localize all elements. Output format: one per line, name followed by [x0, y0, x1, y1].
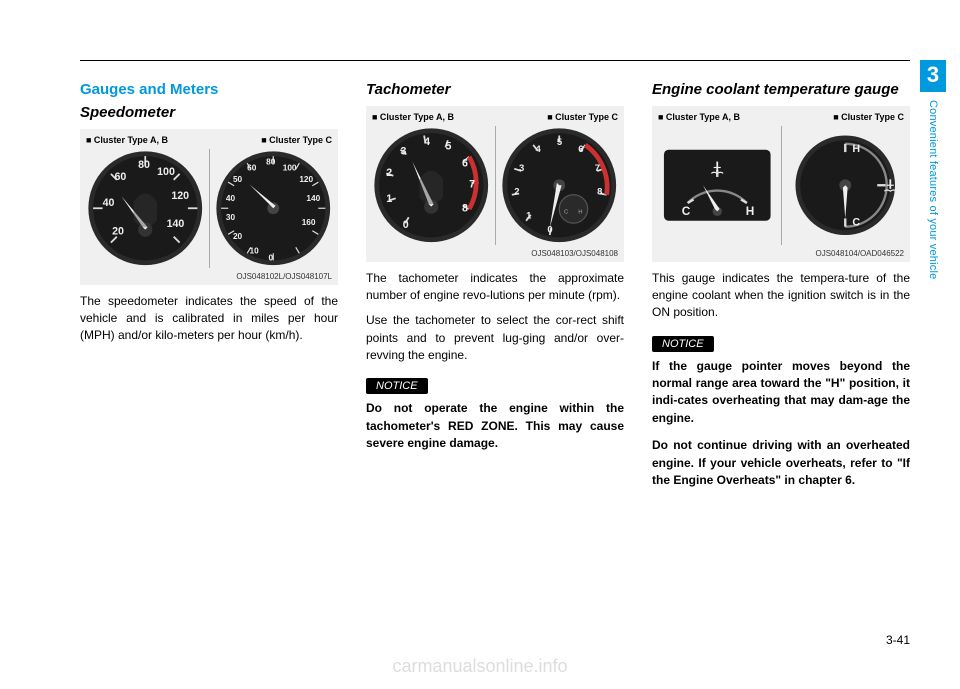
svg-text:30: 30 — [225, 212, 235, 222]
watermark: carmanualsonline.info — [0, 656, 960, 677]
svg-text:6: 6 — [462, 157, 468, 169]
fig-label-c: ■ Cluster Type C — [833, 112, 904, 122]
svg-text:160: 160 — [301, 217, 315, 227]
svg-text:1: 1 — [526, 210, 531, 221]
svg-text:0: 0 — [403, 219, 409, 231]
tachometer-heading: Tachometer — [366, 81, 624, 98]
svg-text:60: 60 — [114, 171, 126, 183]
speedometer-heading: Speedometer — [80, 104, 338, 121]
coolant-p1: This gauge indicates the tempera-ture of… — [652, 270, 910, 322]
tacho-gauge-c: 0 1 2 3 4 5 6 7 8 C — [500, 126, 619, 245]
coolant-heading: Engine coolant temperature gauge — [652, 81, 910, 98]
fig-label-ab: ■ Cluster Type A, B — [658, 112, 833, 122]
svg-text:H: H — [578, 210, 582, 216]
fig-label-c: ■ Cluster Type C — [547, 112, 618, 122]
column-tachometer: Tachometer ■ Cluster Type A, B ■ Cluster… — [366, 81, 624, 489]
notice-label: NOTICE — [366, 378, 428, 394]
svg-text:20: 20 — [232, 231, 242, 241]
svg-text:5: 5 — [556, 137, 561, 148]
svg-text:2: 2 — [386, 167, 392, 179]
svg-text:10: 10 — [249, 245, 259, 255]
svg-text:3: 3 — [400, 145, 406, 157]
tacho-p1: The tachometer indicates the approximate… — [366, 270, 624, 305]
chapter-number: 3 — [920, 60, 946, 92]
figure-code: OJS048104/OAD046522 — [658, 249, 904, 258]
svg-text:120: 120 — [299, 174, 313, 184]
figure-divider — [209, 149, 210, 268]
fig-label-c: ■ Cluster Type C — [261, 135, 332, 145]
svg-text:50: 50 — [232, 174, 242, 184]
svg-text:40: 40 — [225, 193, 235, 203]
svg-text:2: 2 — [514, 187, 519, 198]
coolant-figure: ■ Cluster Type A, B ■ Cluster Type C C H — [652, 106, 910, 262]
svg-text:7: 7 — [469, 179, 475, 191]
svg-text:4: 4 — [424, 136, 430, 148]
temp-gauge-c: H C — [786, 126, 905, 245]
fig-label-ab: ■ Cluster Type A, B — [86, 135, 261, 145]
temp-gauge-ab: C H — [658, 126, 777, 245]
tacho-p2: Use the tachometer to select the cor-rec… — [366, 312, 624, 364]
svg-text:40: 40 — [103, 197, 115, 209]
coolant-notice2: Do not continue driving with an overheat… — [652, 437, 910, 489]
svg-text:80: 80 — [138, 159, 150, 171]
svg-text:5: 5 — [445, 141, 451, 153]
figure-divider — [781, 126, 782, 245]
svg-text:0: 0 — [268, 252, 273, 262]
svg-text:60: 60 — [247, 162, 257, 172]
svg-text:120: 120 — [171, 190, 189, 202]
svg-text:80: 80 — [266, 156, 276, 166]
coolant-notice1: If the gauge pointer moves beyond the no… — [652, 358, 910, 428]
speedo-gauge-c: 0 10 20 30 40 50 60 80 100 120 140 160 — [214, 149, 333, 268]
svg-text:6: 6 — [578, 144, 583, 155]
figure-divider — [495, 126, 496, 245]
svg-text:3: 3 — [518, 163, 523, 174]
tachometer-figure: ■ Cluster Type A, B ■ Cluster Type C — [366, 106, 624, 262]
svg-text:8: 8 — [597, 187, 602, 198]
figure-code: OJS048102L/OJS048107L — [86, 272, 332, 281]
column-speedometer: Gauges and Meters Speedometer ■ Cluster … — [80, 81, 338, 489]
svg-text:100: 100 — [157, 166, 175, 178]
chapter-title: Convenient features of your vehicle — [927, 100, 939, 279]
svg-text:20: 20 — [112, 225, 124, 237]
tacho-gauge-ab: 0 1 2 3 4 5 6 7 8 — [372, 126, 491, 245]
top-rule — [80, 60, 910, 61]
chapter-tab: 3 Convenient features of your vehicle — [920, 60, 946, 279]
svg-text:C: C — [563, 210, 568, 216]
svg-text:H: H — [746, 204, 755, 218]
speedo-gauge-ab: 20 40 60 80 100 120 140 — [86, 149, 205, 268]
fig-label-ab: ■ Cluster Type A, B — [372, 112, 547, 122]
column-coolant: Engine coolant temperature gauge ■ Clust… — [652, 81, 910, 489]
svg-text:C: C — [852, 217, 860, 229]
content-columns: Gauges and Meters Speedometer ■ Cluster … — [80, 81, 910, 489]
svg-text:8: 8 — [462, 202, 468, 214]
svg-text:7: 7 — [594, 163, 599, 174]
svg-text:140: 140 — [167, 218, 185, 230]
tacho-notice: Do not operate the engine within the tac… — [366, 400, 624, 452]
speedometer-description: The speedometer indicates the speed of t… — [80, 293, 338, 345]
page-number: 3-41 — [886, 633, 910, 647]
svg-text:100: 100 — [282, 162, 296, 172]
svg-text:140: 140 — [306, 193, 320, 203]
svg-text:4: 4 — [535, 144, 541, 155]
speedometer-figure: ■ Cluster Type A, B ■ Cluster Type C — [80, 129, 338, 285]
figure-code: OJS048103/OJS048108 — [372, 249, 618, 258]
svg-text:1: 1 — [386, 193, 392, 205]
svg-text:C: C — [682, 204, 691, 218]
section-title: Gauges and Meters — [80, 81, 338, 98]
svg-text:H: H — [852, 143, 860, 155]
notice-label: NOTICE — [652, 336, 714, 352]
